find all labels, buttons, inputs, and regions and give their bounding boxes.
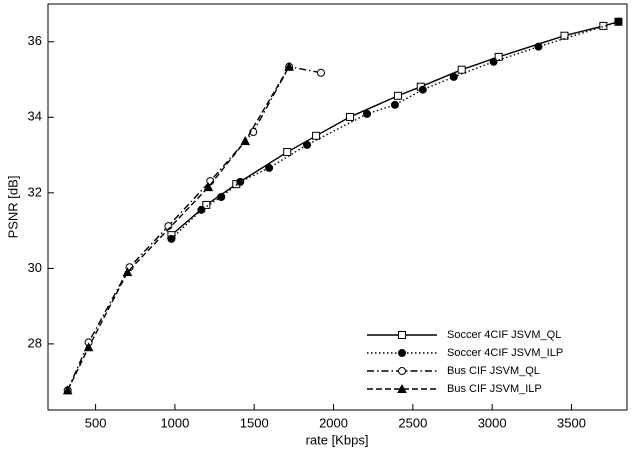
marker	[122, 267, 133, 277]
x-tick-label: 3500	[557, 415, 586, 430]
marker	[393, 91, 402, 100]
y-axis-label: PSNR [dB]	[5, 176, 20, 239]
x-axis-label: rate [Kbps]	[306, 432, 369, 447]
x-tick-label: 1500	[240, 415, 269, 430]
marker	[312, 131, 321, 140]
x-tick-label: 500	[85, 415, 107, 430]
marker	[398, 349, 406, 357]
y-tick-label: 34	[28, 109, 42, 124]
marker	[449, 72, 458, 81]
marker	[398, 331, 406, 339]
series-line	[170, 21, 619, 240]
marker	[397, 383, 407, 393]
legend-label: Soccer 4CIF JSVM_ILP	[447, 347, 563, 359]
marker	[217, 192, 226, 201]
x-tick-label: 3000	[478, 415, 507, 430]
marker	[203, 182, 214, 192]
x-tick-label: 2500	[398, 415, 427, 430]
series-line	[170, 21, 619, 236]
marker	[457, 65, 466, 74]
marker	[62, 385, 73, 395]
marker	[283, 148, 292, 157]
x-tick-label: 1000	[160, 415, 189, 430]
y-tick-label: 32	[28, 184, 42, 199]
marker	[390, 100, 399, 109]
marker	[418, 85, 427, 94]
y-tick-label: 36	[28, 33, 42, 48]
x-tick-label: 2000	[319, 415, 348, 430]
marker	[83, 342, 94, 352]
plot-frame	[47, 3, 628, 411]
marker	[363, 109, 372, 118]
legend-label: Bus CIF JSVM_ILP	[447, 383, 542, 395]
legend-label: Bus CIF JSVM_QL	[447, 365, 540, 377]
legend: Soccer 4CIF JSVM_QL Soccer 4CIF JSVM_ILP B…	[367, 329, 563, 395]
marker	[489, 57, 498, 66]
marker	[599, 21, 608, 30]
marker	[346, 112, 355, 121]
marker	[167, 234, 176, 243]
marker	[303, 140, 312, 149]
marker	[284, 61, 294, 71]
series-line	[67, 66, 290, 391]
marker	[614, 17, 623, 26]
marker	[202, 200, 211, 209]
marker	[317, 68, 326, 77]
series-line	[67, 65, 322, 391]
marker	[265, 163, 274, 172]
marker	[197, 205, 206, 214]
y-tick-label: 30	[28, 260, 42, 275]
y-tick-label: 28	[28, 335, 42, 350]
legend-label: Soccer 4CIF JSVM_QL	[447, 329, 561, 341]
marker	[560, 31, 569, 40]
marker	[240, 136, 251, 146]
marker	[534, 42, 543, 51]
marker	[236, 177, 245, 186]
marker	[398, 367, 406, 375]
